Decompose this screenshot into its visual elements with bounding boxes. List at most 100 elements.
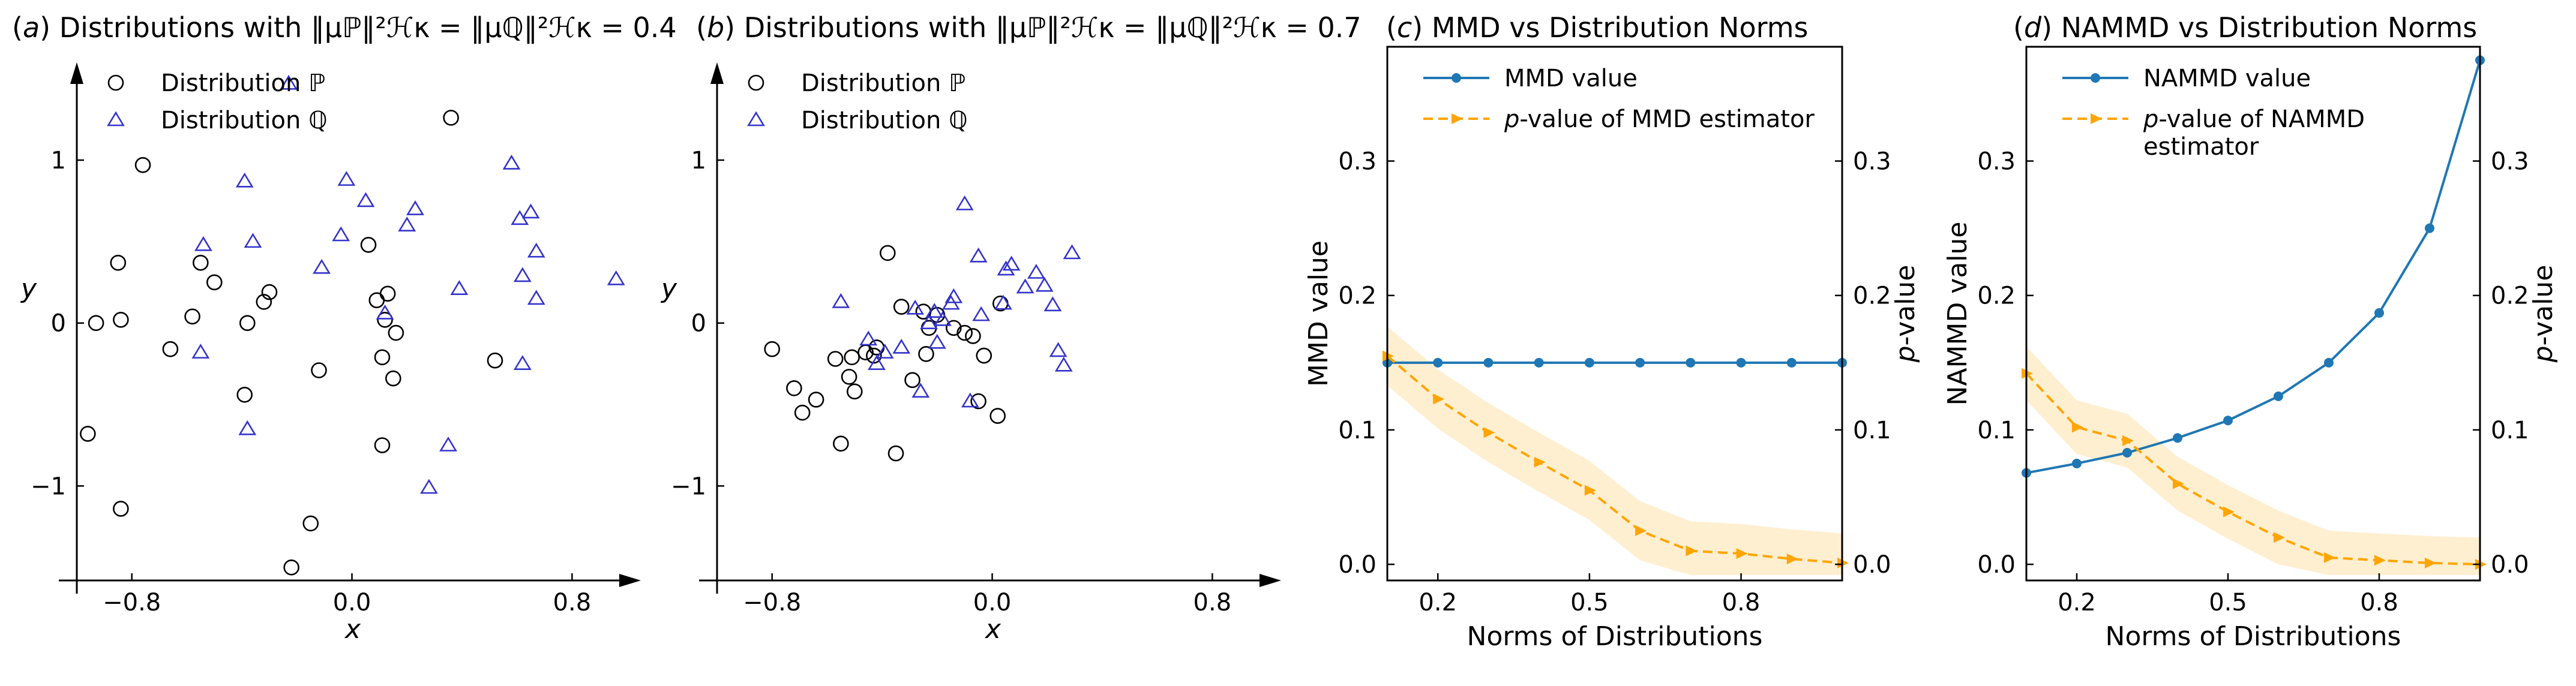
title-prefix: (	[2013, 11, 2024, 44]
legend-marker-p	[748, 74, 764, 91]
point-Q	[450, 280, 469, 295]
point-Q	[934, 311, 952, 326]
title-formula: ‖μℙ‖²ℋκ = ‖μℚ‖²ℋκ = 0.7	[995, 11, 1362, 44]
point-Q	[244, 233, 262, 248]
point-P	[110, 254, 127, 271]
point-Q	[332, 226, 350, 242]
title-space	[986, 11, 995, 44]
point-P	[193, 254, 209, 271]
data-point	[2425, 557, 2436, 568]
point-P	[368, 292, 385, 308]
confidence-band	[2026, 346, 2480, 576]
point-P	[311, 362, 327, 378]
point-Q	[906, 299, 925, 315]
point-P	[80, 426, 96, 442]
x-tick-label: 0.2	[1419, 589, 1457, 616]
point-Q	[961, 392, 979, 408]
y2-label-rest: -value	[2528, 265, 2559, 346]
y2-tick-label: 0.3	[2491, 148, 2529, 176]
title-text: ) Distributions with	[724, 11, 986, 44]
point-P	[134, 157, 151, 173]
x-tick-label: 0.8	[553, 589, 592, 616]
data-point	[2324, 552, 2335, 563]
confidence-band	[1387, 326, 1842, 576]
data-point	[2274, 391, 2283, 401]
point-Q	[191, 344, 210, 359]
x-tick-label: −0.8	[103, 589, 161, 616]
point-P	[887, 445, 904, 462]
data-point	[2324, 357, 2334, 368]
point-Q	[313, 258, 331, 274]
data-point	[1635, 357, 1645, 368]
y-tick-label: 1	[691, 147, 706, 174]
legend-label: p-value of MMD estimator	[1504, 106, 1815, 133]
x-tick-label: 0.5	[2209, 589, 2247, 616]
point-Q	[1049, 342, 1067, 357]
data-point	[1483, 427, 1495, 438]
legend-label-rest: -value of MMD estimator	[1519, 106, 1815, 133]
data-point	[1433, 393, 1445, 405]
title-letter: b	[707, 11, 724, 44]
point-Q	[1016, 278, 1034, 294]
title-text: ) NAMMD vs Distribution Norms	[2041, 11, 2477, 44]
point-Q	[1002, 255, 1021, 271]
point-Q	[439, 436, 457, 452]
point-P	[283, 559, 299, 576]
point-Q	[420, 479, 438, 494]
point-Q	[920, 314, 938, 330]
point-P	[846, 383, 863, 400]
point-P	[827, 351, 844, 367]
title-prefix: (	[696, 11, 707, 44]
y2-tick-label: 0.1	[1853, 417, 1891, 444]
point-Q	[955, 195, 974, 210]
legend-label-q: Distribution ℚ	[801, 107, 968, 134]
x-axis-label: Norms of Distributions	[1467, 621, 1763, 652]
point-P	[113, 501, 129, 517]
data-point	[1433, 357, 1443, 368]
legend-label-text: NAMMD value	[2143, 65, 2311, 92]
legend-label-text: MMD value	[1504, 65, 1638, 92]
legend-label-p: Distribution ℙ	[801, 70, 965, 97]
y-tick-label: 0.1	[1977, 417, 2016, 444]
x-axis-arrow	[619, 574, 641, 587]
point-Q	[521, 203, 540, 219]
legend-label: MMD value	[1504, 65, 1638, 92]
x-tick-label: 0.0	[973, 589, 1012, 616]
point-P	[388, 324, 404, 341]
data-point	[1534, 456, 1546, 468]
data-point	[1686, 545, 1698, 556]
point-P	[162, 341, 179, 357]
legend-label: p-value of NAMMD	[2143, 106, 2365, 133]
point-Q	[1054, 356, 1073, 372]
data-point	[2425, 223, 2434, 233]
scatter-panel-a: −0.8 0.0 0.8 1 0 −1 x y Distribution ℙ Distributi…	[20, 62, 641, 645]
point-Q	[994, 294, 1012, 310]
x-tick-label: 0.0	[333, 589, 371, 616]
legend-marker-q	[747, 111, 765, 127]
point-Q	[892, 338, 911, 354]
panel-title: (a) Distributions with ‖μℙ‖²ℋκ = ‖μℚ‖²ℋκ…	[12, 11, 677, 44]
point-P	[833, 435, 849, 452]
y-tick-label: 0.2	[1977, 282, 2016, 310]
legend-label-var: p	[1504, 106, 1519, 133]
point-P	[377, 311, 393, 328]
scatter-panel-b: −0.8 0.0 0.8 1 0 −1 x y Distribution ℙ Distributi…	[660, 62, 1281, 645]
point-P	[443, 110, 459, 126]
title-text: ) MMD vs Distribution Norms	[1412, 11, 1808, 44]
point-Q	[944, 288, 963, 303]
point-Q	[513, 267, 532, 282]
y2-tick-label: 0.0	[2491, 551, 2529, 579]
panel-title: (c) MMD vs Distribution Norms	[1386, 11, 1808, 44]
data-point	[1635, 525, 1647, 537]
point-Q	[859, 330, 878, 346]
data-point	[2173, 478, 2184, 489]
point-Q	[1043, 296, 1062, 312]
y-axis-label: MMD value	[1303, 240, 1334, 387]
legend-label-q: Distribution ℚ	[161, 107, 328, 134]
y2-tick-label: 0.0	[1853, 551, 1891, 579]
point-Q	[875, 344, 894, 359]
point-P	[904, 372, 920, 389]
data-point	[2072, 422, 2083, 433]
point-P	[256, 294, 272, 310]
